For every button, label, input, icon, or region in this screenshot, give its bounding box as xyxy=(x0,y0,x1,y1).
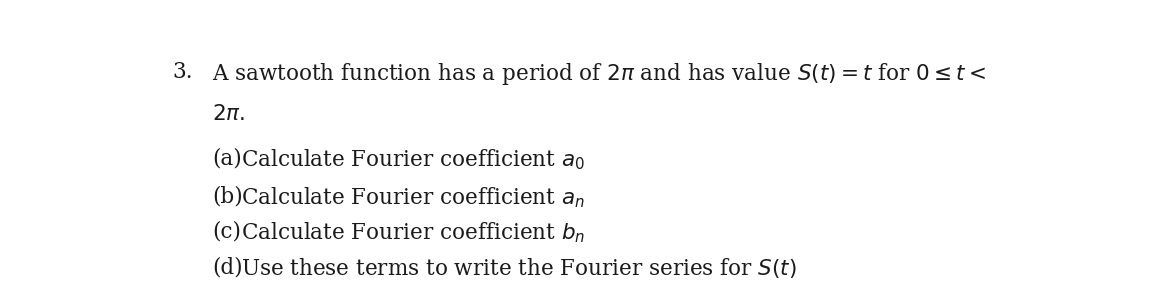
Text: Calculate Fourier coefficient $a_0$: Calculate Fourier coefficient $a_0$ xyxy=(242,147,585,172)
Text: 3.: 3. xyxy=(172,61,192,83)
Text: $2\pi.$: $2\pi.$ xyxy=(212,103,245,125)
Text: Calculate Fourier coefficient $b_n$: Calculate Fourier coefficient $b_n$ xyxy=(242,221,585,245)
Text: (a): (a) xyxy=(212,147,242,169)
Text: (c): (c) xyxy=(212,221,242,243)
Text: A sawtooth function has a period of $2\pi$ and has value $S(t) = t$ for $0 \leq : A sawtooth function has a period of $2\p… xyxy=(212,61,986,87)
Text: Use these terms to write the Fourier series for $S(t)$: Use these terms to write the Fourier ser… xyxy=(242,256,796,280)
Text: (b): (b) xyxy=(212,185,243,207)
Text: Calculate Fourier coefficient $a_n$: Calculate Fourier coefficient $a_n$ xyxy=(242,185,585,210)
Text: (d): (d) xyxy=(212,256,243,278)
